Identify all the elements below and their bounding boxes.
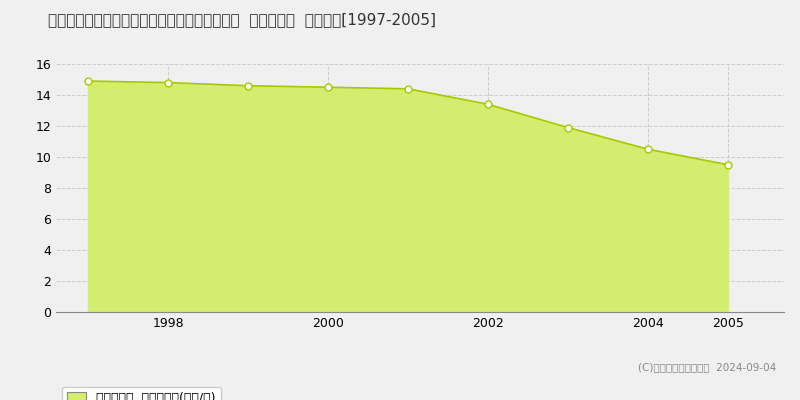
Point [482,101,494,108]
Text: 香川県仲多度郡琴平町苗田字厚見２９０番３外  基準地価格  地価推移[1997-2005]: 香川県仲多度郡琴平町苗田字厚見２９０番３外 基準地価格 地価推移[1997-20… [48,12,436,27]
Text: (C)土地価格ドットコム  2024-09-04: (C)土地価格ドットコム 2024-09-04 [638,362,776,372]
Point [402,86,414,92]
Point [562,124,574,131]
Point [242,82,254,89]
Legend: 基準地価格  平均坪単価(万円/坪): 基準地価格 平均坪単価(万円/坪) [62,387,221,400]
Point [722,162,734,168]
Point [322,84,334,90]
Point [162,79,174,86]
Point [82,78,94,84]
Point [642,146,654,152]
